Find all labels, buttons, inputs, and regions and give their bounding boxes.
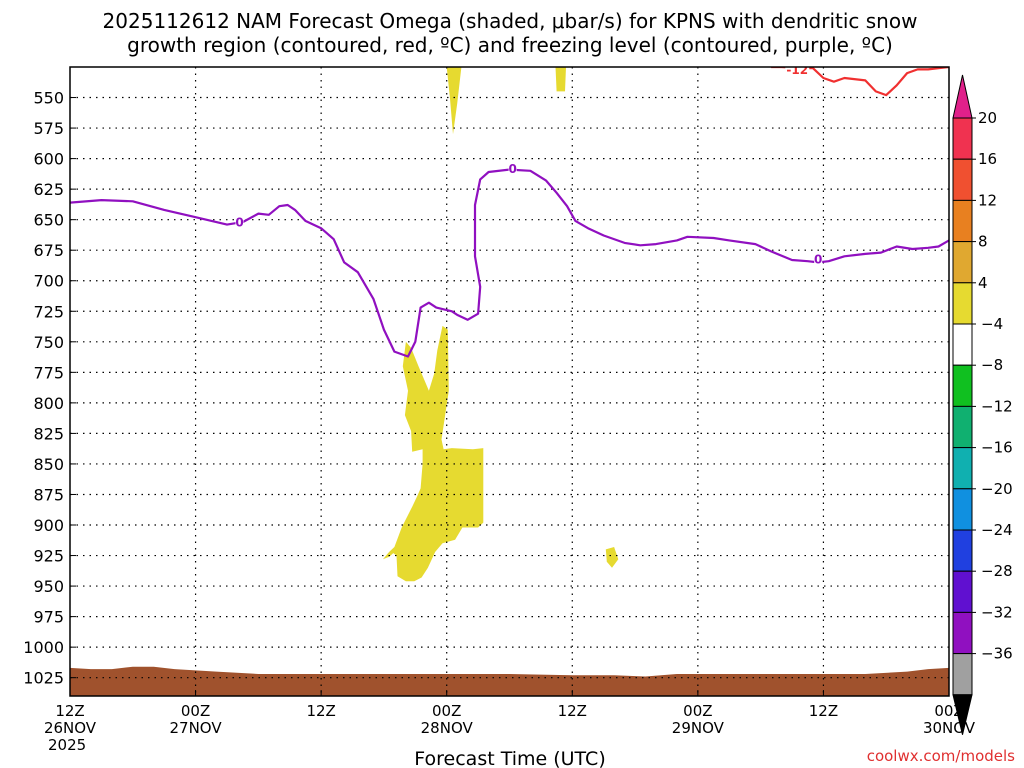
colorbar-swatch	[952, 364, 973, 407]
colorbar-label: 20	[978, 109, 997, 127]
x-tick-label: 2025	[48, 736, 86, 754]
y-tick-label: 925	[33, 547, 64, 566]
colorbar-label: −24	[981, 521, 1013, 539]
x-tick-label: 27NOV	[170, 719, 223, 737]
omega-shading-layer	[70, 67, 949, 696]
x-tick-label: 12Z	[558, 702, 587, 720]
shaded-region-0-3	[605, 547, 619, 568]
chart-title-line-2: growth region (contoured, red, ºC) and f…	[127, 33, 893, 57]
contour-label-bg	[785, 67, 810, 76]
colorbar-label: −20	[981, 480, 1013, 498]
contour-label: 0	[235, 216, 243, 230]
plot-frame	[69, 66, 950, 697]
credit-text: coolwx.com/models	[867, 747, 1015, 765]
colorbar-swatch	[952, 529, 973, 572]
contour-line-0	[70, 168, 949, 358]
contour-label: 0	[508, 162, 516, 176]
colorbar-label: −4	[981, 315, 1003, 333]
y-tick-label: 775	[33, 363, 64, 382]
y-tick-label: 900	[33, 516, 64, 535]
colorbar-swatch	[952, 488, 973, 531]
colorbar-swatch	[952, 447, 973, 490]
shaded-region-0-1	[555, 67, 566, 92]
x-tick-label: 00Z	[432, 702, 461, 720]
y-tick-label: 975	[33, 608, 64, 627]
y-tick-label: 1000	[23, 638, 64, 657]
contour-label-bg	[508, 161, 517, 175]
x-tick-label: 12Z	[809, 702, 838, 720]
colorbar-label: 12	[978, 191, 997, 209]
x-tick-label: 30NOV	[923, 719, 976, 737]
y-axis: 550 575 600 625 650 675 700 725 750 775 800 825 850 8…	[23, 89, 76, 688]
shaded-region-1-0	[70, 666, 949, 696]
colorbar-label: −12	[981, 397, 1013, 415]
y-tick-label: 725	[33, 302, 64, 321]
x-tick-label: 00Z	[683, 702, 712, 720]
colorbar-swatch	[952, 117, 973, 160]
y-tick-label: 575	[33, 119, 64, 138]
y-tick-label: 650	[33, 211, 64, 230]
y-tick-label: 625	[33, 180, 64, 199]
colorbar-label: −8	[981, 356, 1003, 374]
colorbar-swatch	[952, 570, 973, 613]
y-tick-label: 950	[33, 577, 64, 596]
y-tick-label: 550	[33, 89, 64, 108]
x-tick-label: 12Z	[55, 702, 84, 720]
x-tick-label: 26NOV	[44, 719, 97, 737]
colorbar-label: −36	[981, 645, 1013, 663]
colorbar-label: 8	[978, 233, 988, 251]
contour-label-bg	[235, 215, 244, 229]
colorbar-swatch	[952, 199, 973, 243]
y-tick-label: 1025	[23, 669, 64, 688]
y-tick-label: 825	[33, 424, 64, 443]
colorbar-swatch	[952, 405, 973, 449]
chart-title-line-1: 2025112612 NAM Forecast Omega (shaded, μ…	[103, 9, 918, 33]
x-tick-label: 12Z	[306, 702, 335, 720]
colorbar-swatch	[952, 158, 973, 201]
y-tick-label: 800	[33, 394, 64, 413]
shaded-region-0-2	[382, 325, 484, 582]
y-tick-label: 600	[33, 150, 64, 169]
colorbar-label: 16	[978, 150, 997, 168]
colorbar-swatch	[952, 241, 973, 284]
y-tick-label: 850	[33, 455, 64, 474]
x-tick-label: 29NOV	[672, 719, 725, 737]
contour-label-bg	[814, 251, 823, 265]
colorbar-bottom-arrow	[952, 694, 973, 735]
x-axis-label: Forecast Time (UTC)	[414, 748, 605, 768]
contour-layer: 0 0 0 -12	[70, 63, 949, 358]
colorbar-swatch	[952, 282, 973, 325]
y-tick-label: 675	[33, 241, 64, 260]
contour-label: 0	[814, 252, 822, 266]
shaded-region-0-0	[446, 67, 462, 135]
colorbar-swatch	[952, 611, 973, 655]
y-tick-label: 700	[33, 272, 64, 291]
plot-area: 0 0 0 -12	[69, 63, 950, 697]
colorbar: 20 16 12 8 4 −4 −8 −12 −16 −20 −24 −28 −32 −36	[952, 74, 1013, 735]
colorbar-label: −16	[981, 439, 1013, 457]
colorbar-label: −32	[981, 603, 1013, 621]
colorbar-label: −28	[981, 562, 1013, 580]
colorbar-label: 4	[978, 274, 988, 292]
colorbar-swatch	[952, 323, 973, 366]
colorbar-swatch	[952, 653, 973, 696]
contour-label: -12	[786, 63, 808, 77]
grid-layer	[70, 67, 949, 696]
x-tick-label: 00Z	[181, 702, 210, 720]
colorbar-top-arrow	[952, 74, 973, 119]
y-tick-label: 875	[33, 485, 64, 504]
y-tick-label: 750	[33, 333, 64, 352]
x-tick-label: 28NOV	[421, 719, 474, 737]
